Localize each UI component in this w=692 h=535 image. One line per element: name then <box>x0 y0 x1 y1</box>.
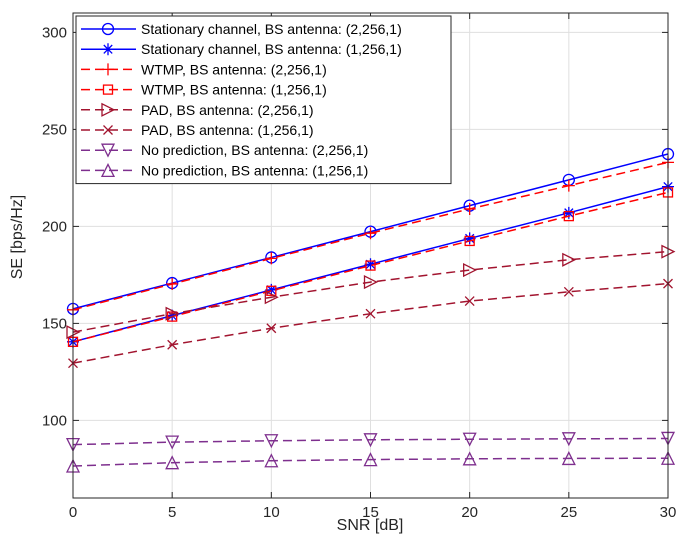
legend-marker <box>102 43 114 55</box>
x-tick-label: 0 <box>69 504 77 521</box>
legend-label: No prediction, BS antenna: (2,256,1) <box>141 142 368 158</box>
legend-label: Stationary channel, BS antenna: (1,256,1… <box>141 41 402 57</box>
legend: Stationary channel, BS antenna: (2,256,1… <box>76 16 451 184</box>
y-tick-label: 300 <box>42 24 67 41</box>
x-tick-label: 5 <box>168 504 176 521</box>
x-axis-label: SNR [dB] <box>337 517 404 534</box>
legend-label: No prediction, BS antenna: (1,256,1) <box>141 162 368 178</box>
y-tick-label: 250 <box>42 121 67 138</box>
legend-label: PAD, BS antenna: (1,256,1) <box>141 122 314 138</box>
legend-label: Stationary channel, BS antenna: (2,256,1… <box>141 21 402 37</box>
legend-label: WTMP, BS antenna: (2,256,1) <box>141 61 327 77</box>
y-tick-label: 150 <box>42 315 67 332</box>
y-axis-label: SE [bps/Hz] <box>9 195 26 279</box>
legend-label: PAD, BS antenna: (2,256,1) <box>141 102 314 118</box>
x-tick-label: 25 <box>560 504 577 521</box>
x-tick-label: 10 <box>263 504 280 521</box>
legend-label: WTMP, BS antenna: (1,256,1) <box>141 82 327 98</box>
y-tick-label: 200 <box>42 218 67 235</box>
x-tick-label: 20 <box>461 504 478 521</box>
x-tick-label: 30 <box>660 504 677 521</box>
y-tick-label: 100 <box>42 412 67 429</box>
